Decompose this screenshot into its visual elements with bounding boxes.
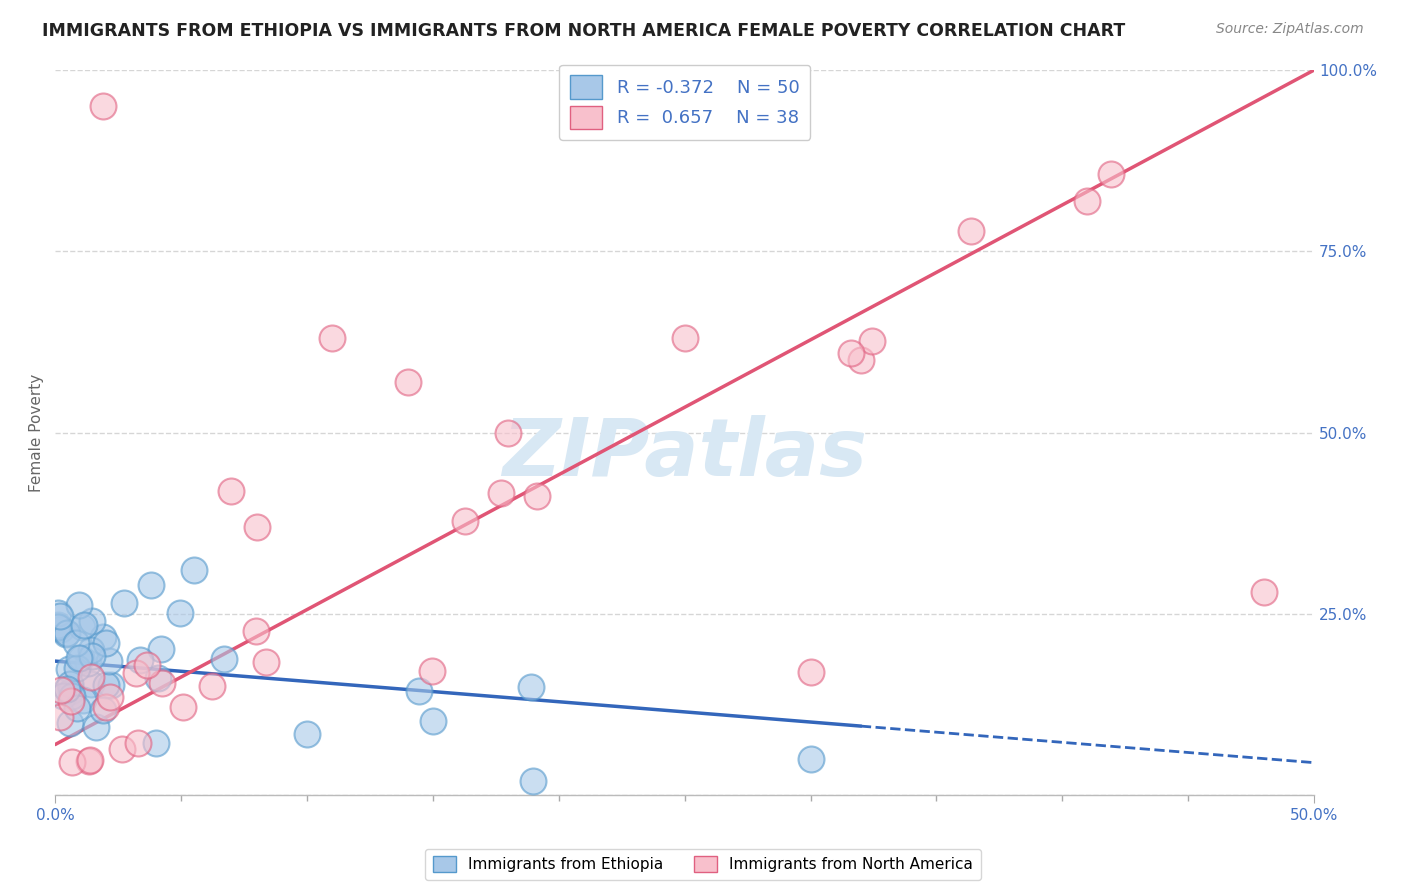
Point [498, 425, 520, 440]
Point [59, 684, 82, 698]
Point [97, 653, 120, 667]
Point [146, 671, 169, 685]
Text: IMMIGRANTS FROM ETHIOPIA VS IMMIGRANTS FROM NORTH AMERICA FEMALE POVERTY CORRELA: IMMIGRANTS FROM ETHIOPIA VS IMMIGRANTS F… [42, 22, 1125, 40]
Point [82, 614, 104, 628]
Point [221, 483, 243, 498]
Point [49, 682, 72, 697]
Point [52, 690, 75, 704]
Point [145, 736, 167, 750]
Point [149, 641, 172, 656]
Point [212, 652, 235, 666]
Point [79, 753, 101, 767]
Text: ZIPatlas: ZIPatlas [502, 416, 868, 493]
Point [849, 353, 872, 368]
Point [73, 618, 96, 632]
Point [66, 701, 89, 715]
Point [60, 689, 83, 703]
Point [84, 720, 107, 734]
Point [125, 666, 148, 681]
Point [1253, 585, 1275, 599]
Point [77, 754, 100, 768]
Point [1076, 194, 1098, 208]
Point [46, 618, 69, 632]
Point [422, 714, 444, 728]
Point [959, 224, 981, 238]
Point [51, 622, 73, 636]
Point [69, 598, 91, 612]
Point [169, 607, 191, 621]
Point [72, 693, 94, 707]
Point [396, 375, 419, 389]
Point [183, 564, 205, 578]
Point [408, 684, 430, 698]
Point [66, 661, 89, 675]
Point [59, 677, 82, 691]
Point [59, 694, 82, 708]
Point [60, 756, 83, 770]
Point [295, 726, 318, 740]
Point [128, 653, 150, 667]
Point [245, 624, 267, 639]
Point [70, 651, 93, 665]
Legend: Immigrants from Ethiopia, Immigrants from North America: Immigrants from Ethiopia, Immigrants fro… [426, 848, 980, 880]
Point [150, 676, 173, 690]
Point [49, 710, 72, 724]
Point [256, 655, 278, 669]
Point [80, 642, 103, 657]
Point [82, 649, 104, 664]
Point [172, 700, 194, 714]
Point [321, 331, 343, 345]
Point [48, 609, 70, 624]
Point [520, 680, 543, 694]
Point [139, 578, 162, 592]
Point [91, 99, 114, 113]
Point [491, 486, 513, 500]
Point [67, 651, 90, 665]
Y-axis label: Female Poverty: Female Poverty [30, 374, 44, 491]
Point [799, 752, 821, 766]
Text: Source: ZipAtlas.com: Source: ZipAtlas.com [1216, 22, 1364, 37]
Point [98, 690, 121, 704]
Point [80, 670, 103, 684]
Point [127, 736, 149, 750]
Point [111, 741, 134, 756]
Point [100, 678, 122, 692]
Point [860, 334, 883, 348]
Point [522, 773, 544, 788]
Legend: R = -0.372    N = 50, R =  0.657    N = 38: R = -0.372 N = 50, R = 0.657 N = 38 [560, 64, 810, 140]
Point [201, 679, 224, 693]
Point [737, 92, 759, 106]
Point [80, 676, 103, 690]
Point [526, 489, 548, 503]
Point [46, 620, 69, 634]
Point [55, 682, 77, 697]
Point [94, 699, 117, 714]
Point [420, 665, 443, 679]
Point [799, 665, 821, 679]
Point [673, 331, 696, 345]
Point [91, 631, 114, 645]
Point [135, 657, 157, 672]
Point [70, 620, 93, 634]
Point [58, 662, 80, 676]
Point [76, 656, 98, 670]
Point [112, 596, 135, 610]
Point [454, 515, 477, 529]
Point [59, 716, 82, 731]
Point [55, 625, 77, 640]
Point [96, 678, 118, 692]
Point [839, 345, 862, 359]
Point [246, 520, 269, 534]
Point [94, 636, 117, 650]
Point [65, 636, 87, 650]
Point [91, 703, 114, 717]
Point [55, 627, 77, 641]
Point [1099, 167, 1122, 181]
Point [46, 606, 69, 620]
